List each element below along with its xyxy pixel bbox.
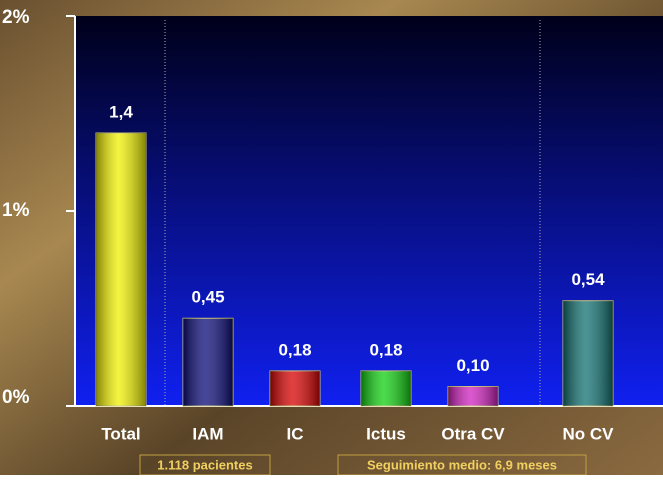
data-label: 1,4 — [109, 102, 133, 121]
y-tick-label: 2% — [2, 7, 30, 28]
footnote: 1.118 pacientes — [157, 457, 252, 472]
bar-shade — [563, 301, 613, 406]
data-label: 0,45 — [191, 288, 224, 307]
bar-shade — [448, 387, 498, 407]
data-label: 0,10 — [456, 356, 489, 375]
data-label: 0,18 — [278, 340, 311, 359]
bar-shade — [270, 371, 320, 406]
x-tick-label: Total — [101, 424, 140, 443]
footnote: Seguimiento medio: 6,9 meses — [367, 457, 557, 472]
chart: 1.118 pacientes Seguimiento medio: 6,9 m… — [0, 0, 663, 475]
x-tick-label: IAM — [192, 424, 223, 443]
y-tick-label: 0% — [2, 387, 30, 408]
x-tick-label: No CV — [563, 424, 615, 443]
bar-shade — [183, 318, 233, 406]
y-tick-label: 1% — [2, 200, 30, 221]
data-label: 0,18 — [369, 340, 402, 359]
x-tick-label: Otra CV — [441, 424, 505, 443]
x-tick-label: Ictus — [366, 424, 406, 443]
bar-shade — [361, 371, 411, 406]
x-tick-label: IC — [287, 424, 304, 443]
bar-shade — [96, 133, 146, 406]
data-label: 0,54 — [571, 270, 605, 289]
page: {"chart_data": {"type": "bar", "categori… — [0, 0, 663, 475]
